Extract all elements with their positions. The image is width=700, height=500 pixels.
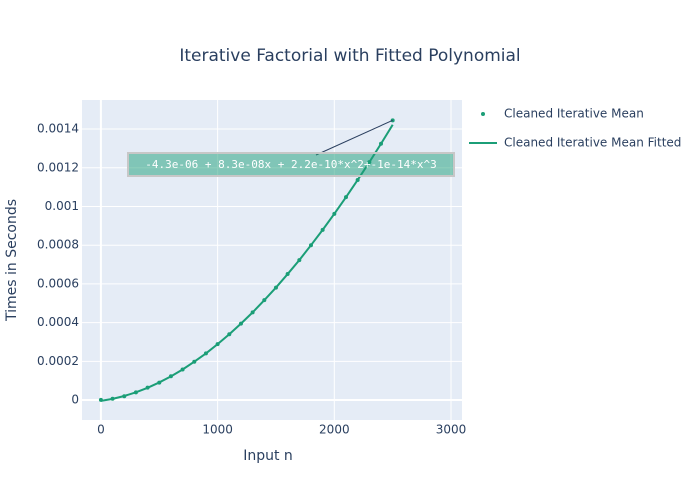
x-tick-label: 0 <box>97 423 105 437</box>
annotation-arrow <box>315 119 393 156</box>
y-tick-label: 0.0012 <box>37 160 79 174</box>
legend-label: Cleaned Iterative Mean Fitted <box>504 136 681 150</box>
x-tick-label: 2000 <box>319 423 350 437</box>
y-tick-label: 0.0014 <box>37 122 79 136</box>
annotation-text: -4.3e-06 + 8.3e-08x + 2.2e-10*x^2+-1e-14… <box>145 158 436 171</box>
y-axis-label: Times in Seconds <box>4 199 20 322</box>
annotation-box <box>127 152 455 177</box>
legend-label: Cleaned Iterative Mean <box>504 107 644 121</box>
plot-area <box>82 100 462 420</box>
y-tick-label: 0.0008 <box>37 238 79 252</box>
fitted-line <box>100 124 394 402</box>
y-tick-label: 0.0004 <box>37 315 79 329</box>
chart-title: Iterative Factorial with Fitted Polynomi… <box>179 46 520 66</box>
x-tick-label: 1000 <box>202 423 233 437</box>
x-tick-label: 3000 <box>436 423 467 437</box>
legend-symbol <box>481 112 485 116</box>
y-tick-label: 0.001 <box>45 199 79 213</box>
y-tick-label: 0 <box>71 393 79 407</box>
y-tick-label: 0.0002 <box>37 354 79 368</box>
y-tick-label: 0.0006 <box>37 276 79 290</box>
x-axis-label: Input n <box>243 448 293 464</box>
